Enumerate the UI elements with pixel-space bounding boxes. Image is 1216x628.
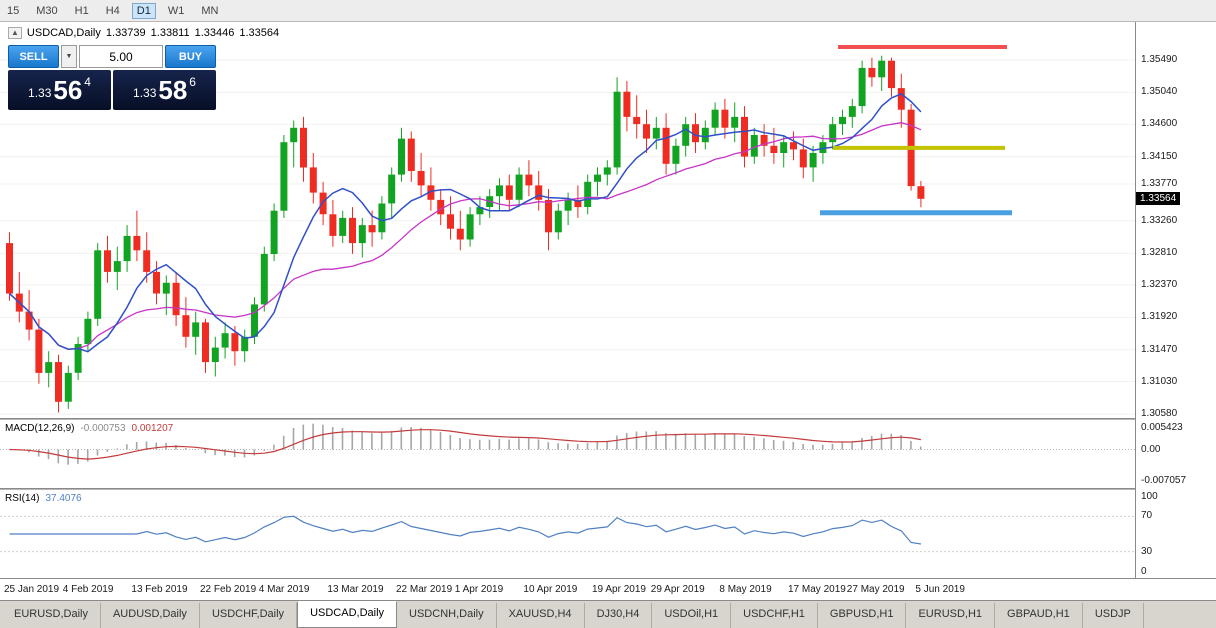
- rsi-axis-label: 30: [1141, 545, 1153, 557]
- ask-price-display: 1.33 58 6: [113, 70, 216, 110]
- date-axis-label: 22 Feb 2019: [200, 584, 257, 595]
- buy-button[interactable]: BUY: [165, 45, 216, 68]
- price-axis-label: 1.34600: [1141, 118, 1178, 130]
- timeframe-d1[interactable]: D1: [131, 2, 156, 19]
- date-axis-label: 1 Apr 2019: [454, 584, 504, 595]
- tab-usdjp[interactable]: USDJP: [1083, 603, 1144, 628]
- tab-usdchf-daily[interactable]: USDCHF,Daily: [200, 603, 298, 628]
- date-axis[interactable]: 25 Jan 2019 4 Feb 2019 13 Feb 2019 22 Feb 2…: [0, 579, 1135, 600]
- timeframe-w1[interactable]: W1: [167, 4, 185, 17]
- price-axis-label: 1.31030: [1141, 375, 1178, 387]
- date-axis-label: 19 Apr 2019: [592, 584, 646, 595]
- date-axis-label: 13 Mar 2019: [327, 584, 384, 595]
- sell-button[interactable]: SELL: [8, 45, 59, 68]
- chart-symbol-label: USDCAD,Daily: [26, 27, 101, 39]
- price-axis-label: 1.32810: [1141, 247, 1178, 259]
- rsi-value: 37.4076: [45, 493, 82, 504]
- date-axis-label: 25 Jan 2019: [4, 584, 60, 595]
- date-axis-label: 10 Apr 2019: [523, 584, 578, 595]
- ohlc-high: 1.33811: [150, 27, 190, 39]
- chart-canvas[interactable]: [0, 22, 1135, 578]
- price-axis-label: 1.35490: [1141, 53, 1178, 65]
- tab-dj30-h4[interactable]: DJ30,H4: [585, 603, 653, 628]
- tab-eurusd-daily[interactable]: EURUSD,Daily: [2, 603, 101, 628]
- tab-eurusd-h1[interactable]: EURUSD,H1: [906, 603, 996, 628]
- date-axis-label: 8 May 2019: [719, 584, 772, 595]
- date-axis-label: 5 Jun 2019: [915, 584, 965, 595]
- price-axis-label: 1.32370: [1141, 278, 1178, 290]
- rsi-axis-label: 70: [1141, 510, 1153, 522]
- macd-axis-label: 0.00: [1141, 443, 1161, 455]
- ohlc-low: 1.33446: [194, 27, 235, 39]
- collapse-trade-panel-button[interactable]: ▲: [8, 27, 22, 39]
- price-axis-label: 1.31920: [1141, 311, 1178, 323]
- ohlc-open: 1.33739: [105, 27, 146, 39]
- volume-dropdown-button[interactable]: ▼: [61, 45, 77, 68]
- ohlc-close: 1.33564: [239, 27, 280, 39]
- ask-big-digits: 58: [158, 75, 188, 105]
- date-axis-label: 4 Feb 2019: [62, 584, 114, 595]
- price-axis-label: 1.31470: [1141, 343, 1178, 355]
- price-axis-label: 1.33770: [1141, 177, 1178, 189]
- ask-prefix: 1.33: [133, 86, 157, 100]
- tab-audusd-daily[interactable]: AUDUSD,Daily: [101, 603, 200, 628]
- pane-separator[interactable]: [0, 488, 1216, 490]
- price-axis-label: 1.33260: [1141, 214, 1178, 226]
- tab-usdcnh-daily[interactable]: USDCNH,Daily: [397, 603, 497, 628]
- bid-pip-digit: 4: [84, 75, 91, 89]
- timeframe-m30[interactable]: M30: [36, 4, 58, 17]
- rsi-axis-label: 0: [1141, 566, 1147, 577]
- tab-usdcad-daily[interactable]: USDCAD,Daily: [297, 601, 398, 628]
- ask-pip-digit: 6: [189, 75, 196, 89]
- price-axis[interactable]: 1.33564 1.35490 1.35040 1.34600 1.34150 1.33…: [1135, 22, 1216, 578]
- macd-label: MACD(12,26,9): [5, 423, 75, 434]
- pane-separator[interactable]: [0, 418, 1216, 420]
- tab-xauusd-h4[interactable]: XAUUSD,H4: [497, 603, 585, 628]
- tab-usdoil-h1[interactable]: USDOil,H1: [652, 603, 732, 628]
- macd-axis-label: -0.007057: [1141, 475, 1187, 486]
- tab-usdchf-h1[interactable]: USDCHF,H1: [731, 603, 818, 628]
- price-axis-label: 1.35040: [1141, 86, 1178, 98]
- chart-tab-bar: EURUSD,Daily AUDUSD,Daily USDCHF,Daily USDC…: [0, 600, 1216, 628]
- date-axis-label: 4 Mar 2019: [258, 584, 310, 595]
- volume-input[interactable]: [79, 45, 163, 68]
- pane-separator: [0, 578, 1216, 579]
- rsi-label: RSI(14): [5, 493, 40, 504]
- date-axis-label: 29 Apr 2019: [650, 584, 705, 595]
- date-axis-label: 17 May 2019: [788, 584, 846, 595]
- bid-big-digits: 56: [53, 75, 83, 105]
- chart-ohlc-header: ▲ USDCAD,Daily 1.33739 1.33811 1.33446 1…: [8, 27, 279, 39]
- macd-header: MACD(12,26,9) -0.000753 0.001207: [5, 423, 173, 434]
- macd-value: -0.000753: [80, 423, 126, 434]
- rsi-axis-label: 100: [1141, 491, 1158, 502]
- bid-prefix: 1.33: [28, 86, 52, 100]
- current-price-badge: 1.33564: [1136, 191, 1181, 205]
- macd-axis-label: 0.005423: [1141, 422, 1183, 433]
- tab-gbpusd-h1[interactable]: GBPUSD,H1: [818, 603, 907, 628]
- timeframe-toolbar: 15 M30 H1 H4 D1 W1 MN: [0, 0, 1216, 22]
- bid-price-display: 1.33 56 4: [8, 70, 111, 110]
- one-click-trading-panel: SELL ▼ BUY 1.33 56 4 1.33 58 6: [8, 45, 216, 110]
- tab-gbpaud-h1[interactable]: GBPAUD,H1: [995, 603, 1083, 628]
- date-axis-label: 27 May 2019: [846, 584, 905, 595]
- rsi-header: RSI(14) 37.4076: [5, 493, 82, 504]
- timeframe-h1[interactable]: H1: [74, 4, 89, 17]
- timeframe-mn[interactable]: MN: [201, 4, 219, 17]
- date-axis-label: 13 Feb 2019: [131, 584, 188, 595]
- date-axis-label: 22 Mar 2019: [396, 584, 453, 595]
- timeframe-h4[interactable]: H4: [105, 4, 120, 17]
- timeframe-15[interactable]: 15: [7, 4, 20, 17]
- price-axis-label: 1.30580: [1141, 407, 1178, 419]
- price-axis-label: 1.34150: [1141, 150, 1178, 162]
- macd-signal-value: 0.001207: [131, 423, 174, 434]
